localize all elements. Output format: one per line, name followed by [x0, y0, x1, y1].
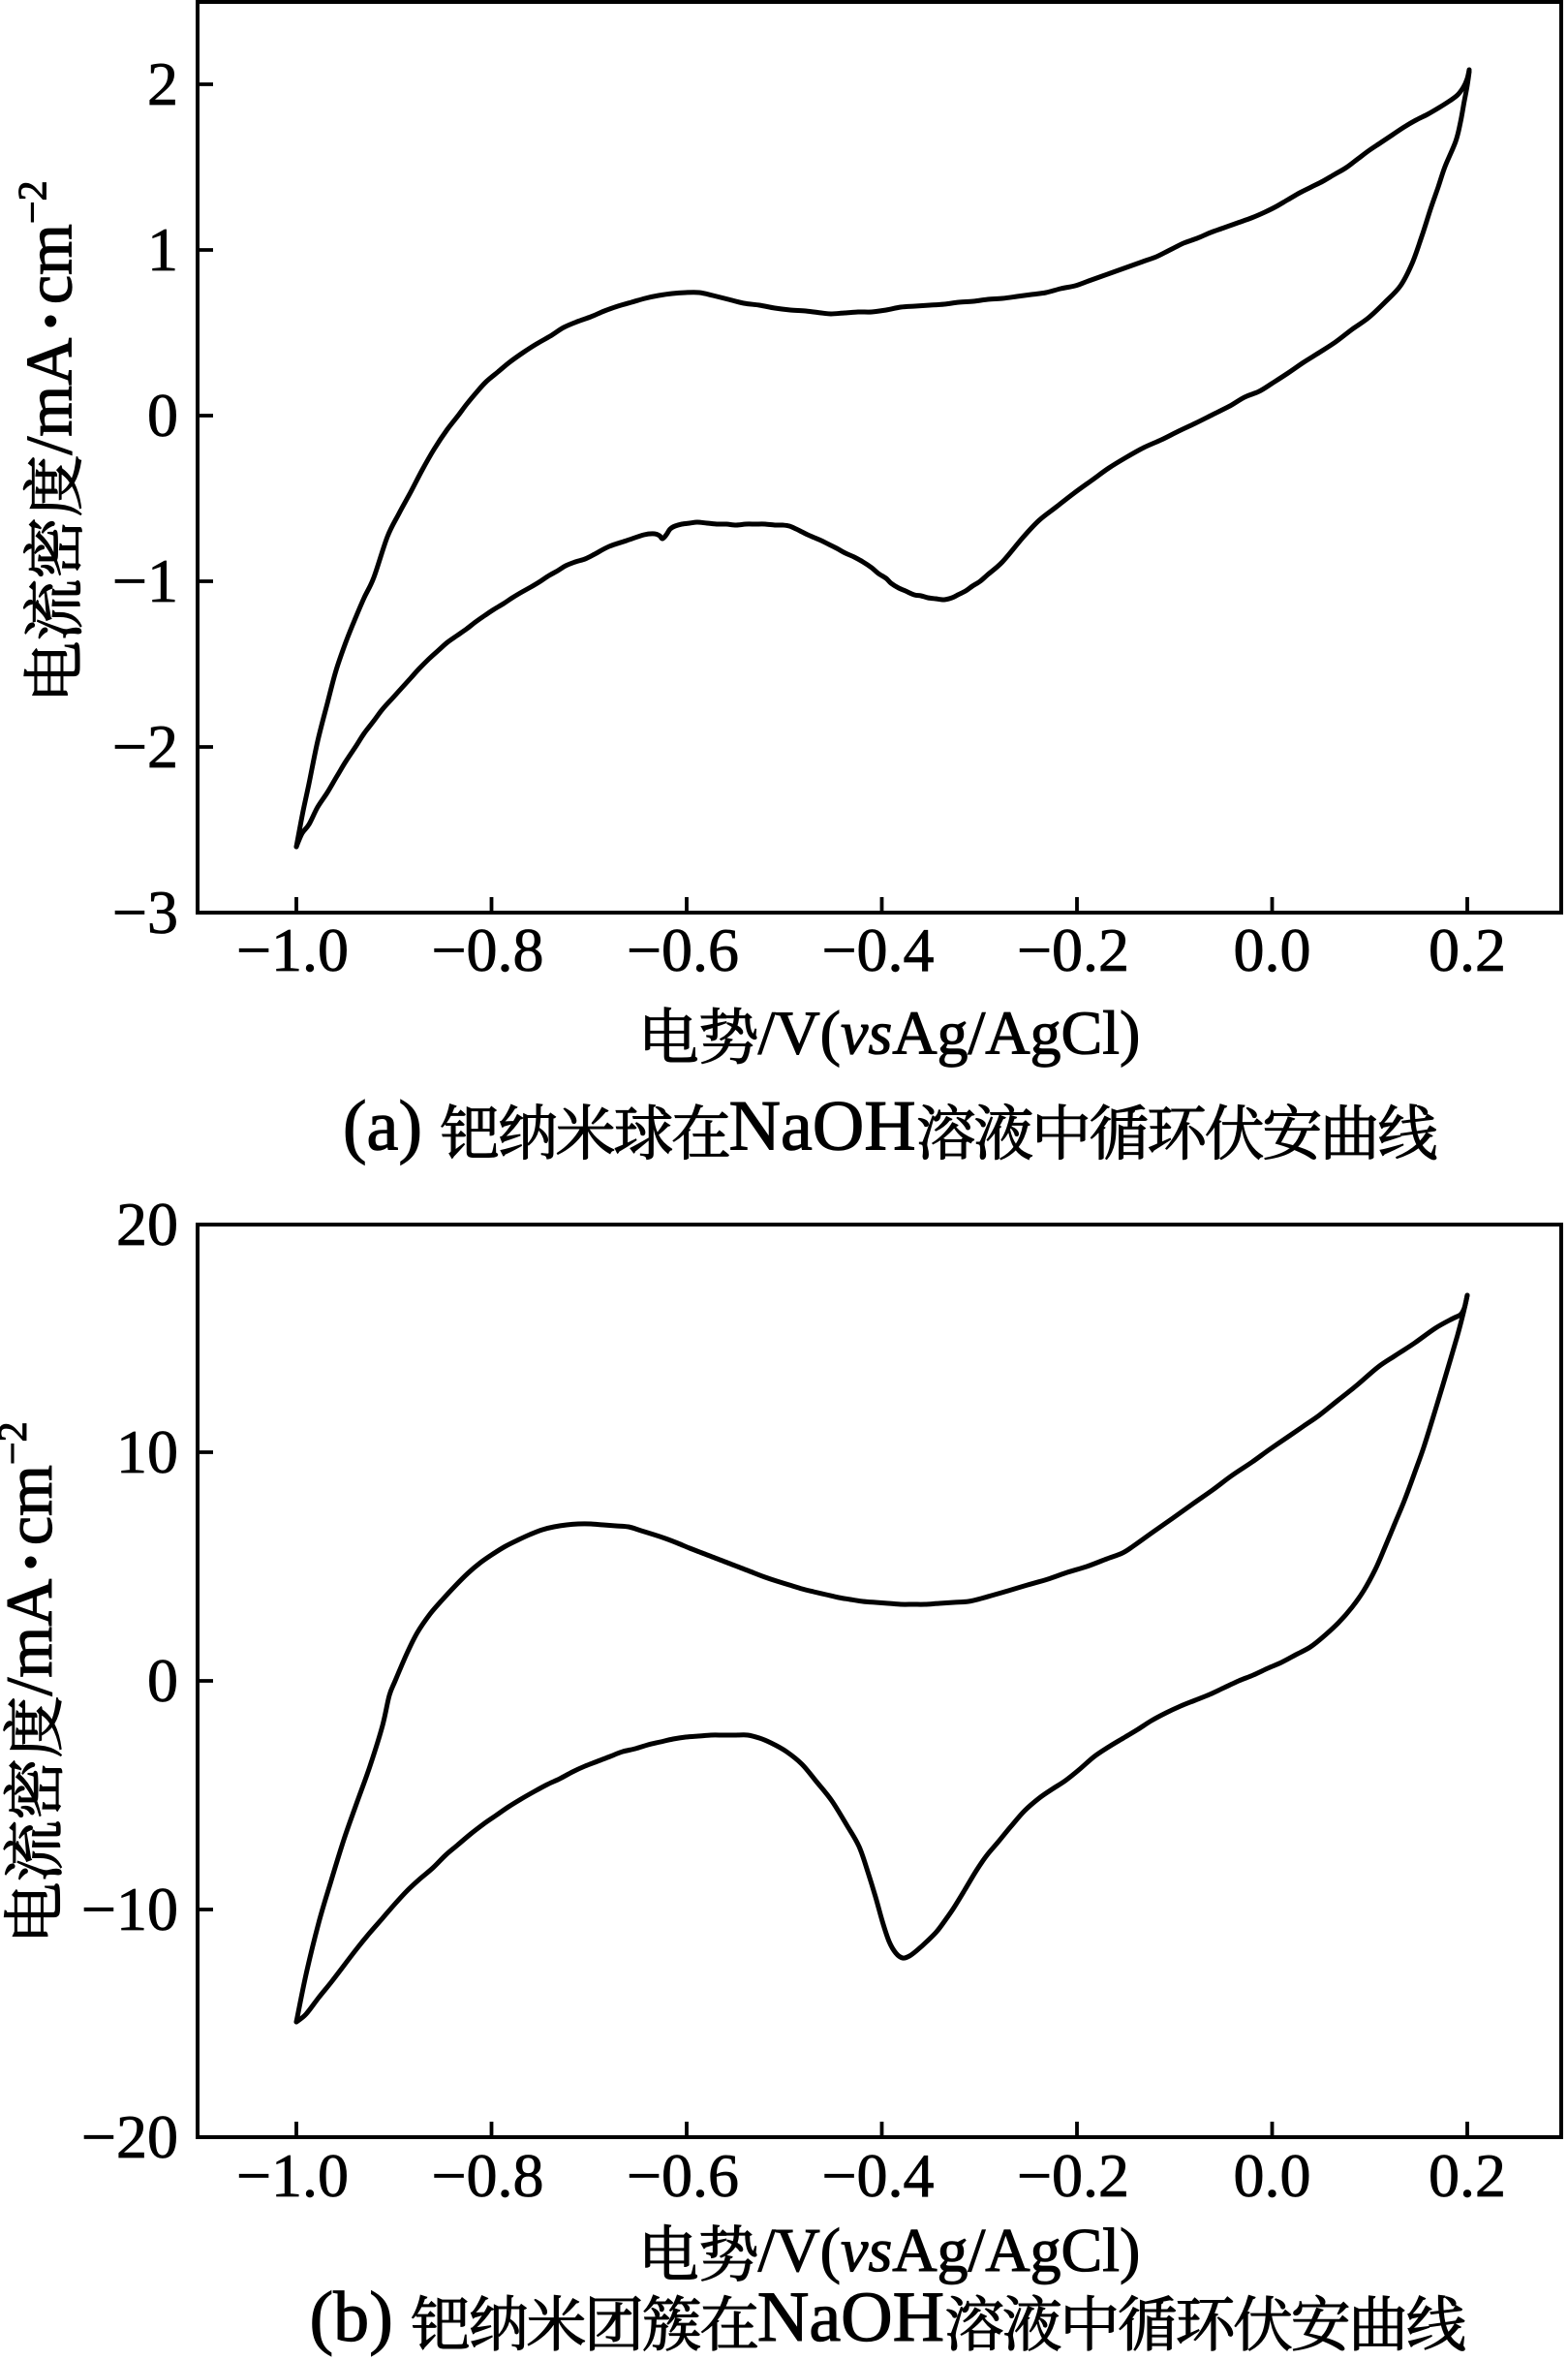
- svg-text:−10: −10: [81, 1875, 178, 1943]
- svg-text:−3: −3: [112, 878, 178, 947]
- svg-text:−1.0: −1.0: [236, 2141, 349, 2210]
- svg-text:2: 2: [147, 49, 178, 118]
- svg-text:−0.2: −0.2: [1017, 916, 1129, 984]
- svg-text:0.2: 0.2: [1429, 916, 1506, 984]
- svg-text:−20: −20: [81, 2102, 178, 2171]
- svg-text:−0.2: −0.2: [1017, 2141, 1129, 2210]
- svg-text:0.2: 0.2: [1429, 2141, 1506, 2210]
- svg-text:1: 1: [147, 215, 178, 284]
- svg-text:0.0: 0.0: [1234, 2141, 1311, 2210]
- svg-text:−2: −2: [112, 712, 178, 781]
- svg-text:20: 20: [116, 1190, 178, 1258]
- svg-text:−0.4: −0.4: [821, 916, 934, 984]
- svg-text:10: 10: [116, 1417, 178, 1486]
- svg-text:0.0: 0.0: [1234, 916, 1311, 984]
- svg-text:−1: −1: [112, 546, 178, 615]
- svg-text:−1.0: −1.0: [236, 916, 349, 984]
- svg-text:0: 0: [147, 381, 178, 450]
- svg-text:−0.6: −0.6: [627, 916, 739, 984]
- svg-text:−0.8: −0.8: [431, 916, 543, 984]
- svg-text:−0.6: −0.6: [627, 2141, 739, 2210]
- svg-text:−0.4: −0.4: [821, 2141, 934, 2210]
- svg-text:0: 0: [147, 1646, 178, 1715]
- svg-text:−0.8: −0.8: [431, 2141, 543, 2210]
